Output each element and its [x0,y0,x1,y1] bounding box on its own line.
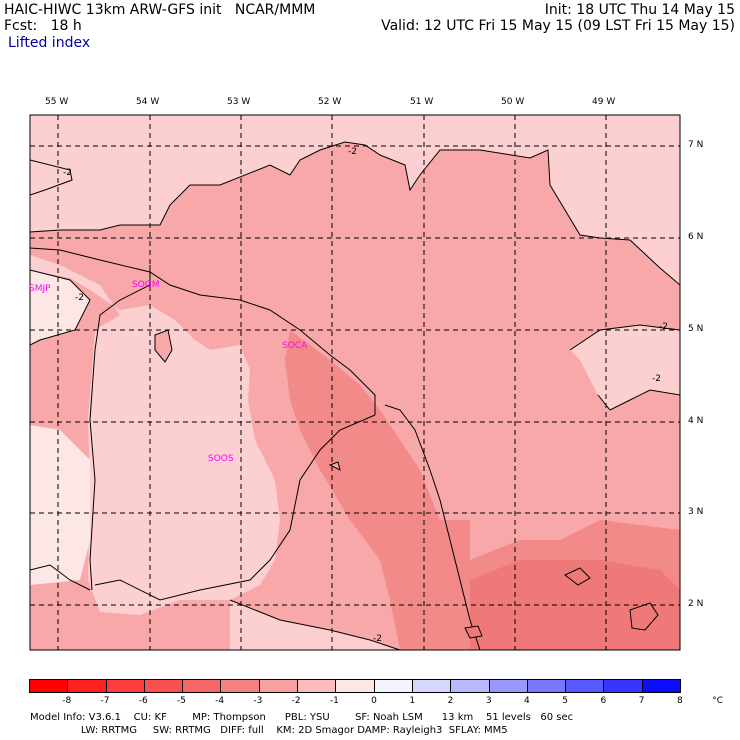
lon-label: 50 W [501,97,525,107]
colorbar-cell [566,680,605,692]
contour-line-north [30,141,680,286]
lat-label: 6 N [688,232,704,242]
colorbar-cell [30,680,69,692]
colorbar-tick-label: 0 [371,696,377,706]
field-light-south [230,600,400,650]
contour-line-east [569,324,680,351]
colorbar-cell [604,680,643,692]
lon-label: 55 W [45,97,69,107]
colorbar-cell [374,680,413,692]
contour-blob-5 [328,461,341,471]
field-name: Lifted index [8,35,91,51]
colorbar-tick-label: -2 [291,696,301,706]
lon-label: 53 W [227,97,251,107]
lat-label: 3 N [688,507,704,517]
lat-label: 4 N [688,416,704,426]
graticule [30,115,680,650]
contour-blob-2 [564,567,591,586]
colorbar-tick-label: -8 [62,696,72,706]
lon-label: 51 W [410,97,434,107]
field-near-zero-west [30,270,90,345]
contour-label: -2 [75,293,84,303]
contour-label: -2 [373,634,382,644]
model-info-line1: Model Info: V3.6.1 CU: KF MP: Thompson P… [30,712,574,723]
colorbar-cell [642,680,681,692]
field-near-zero-sw [30,425,90,585]
coastline-amapa [384,404,481,650]
colorbar-tick-label: °C [712,696,724,706]
contour-label: -2 [659,322,668,332]
contour-line-south [229,599,401,650]
colorbar-tick-label: 2 [447,696,454,706]
init-time: Init: 18 UTC Thu 14 May 15 [544,2,735,18]
colorbar [29,679,681,693]
colorbar-tick-label: 7 [638,696,645,706]
colorbar-cell [259,680,299,692]
field-light-nw [30,160,72,195]
contour-label: -2 [652,374,661,384]
colorbar-cell [527,680,567,692]
colorbar-cell [298,680,337,692]
colorbar-tick-label: -4 [215,696,225,706]
forecast-hour: Fcst: 18 h [4,18,82,34]
colorbar-tick-label: -1 [329,696,339,706]
colorbar-cell [336,680,375,692]
colorbar-tick-label: 3 [485,696,492,706]
colorbar-tick-label: -3 [253,696,263,706]
contour-blob-3 [629,602,659,631]
colorbar-tick-label: -6 [138,696,148,706]
lat-label: 7 N [688,140,704,150]
contour-blob-1 [154,329,173,363]
field-light-east [570,325,680,410]
colorbar-tick-label: -7 [100,696,110,706]
lon-label: 52 W [318,97,342,107]
colorbar-cell [144,680,184,692]
contour-line-west [30,269,91,346]
colorbar-cell [489,680,528,692]
contour-label: -2 [63,168,72,178]
contour-label: -2 [348,147,357,157]
station-label: SOGM [132,280,160,290]
lat-label: 5 N [688,324,704,334]
map-frame [29,114,681,651]
colorbar-cell [183,680,222,692]
valid-time: Valid: 12 UTC Fri 15 May 15 (09 LST Fri … [381,18,735,34]
border-sw [30,564,91,591]
contour-blob-4 [464,625,483,639]
colorbar-cell [412,680,452,692]
station-label: SOCA [282,341,308,351]
lon-label: 54 W [136,97,160,107]
colorbar-tick-label: -5 [176,696,186,706]
colorbar-tick-label: 5 [562,696,569,706]
colorbar-cell [68,680,107,692]
model-info-line2: LW: RRTMG SW: RRTMG DIFF: full KM: 2D Sm… [30,725,508,736]
colorbar-cell [451,680,490,692]
lon-label: 49 W [592,97,616,107]
lat-label: 2 N [688,599,704,609]
border-suriname-guyane [89,265,151,591]
field-light-north [30,115,680,285]
colorbar-cell [221,680,260,692]
colorbar-tick-label: 1 [409,696,416,706]
contour-line-nw [30,159,73,196]
border-guyane-brazil [94,414,376,601]
header-title: HAIC-HIWC 13km ARW-GFS init NCAR/MMM [4,2,316,18]
colorbar-cell [106,680,145,692]
colorbar-tick-label: 4 [524,696,530,706]
colorbar-tick-label: 6 [600,696,607,706]
station-label: SMJP [29,284,51,294]
colorbar-tick-label: 8 [677,696,683,706]
station-label: SOOS [208,454,234,464]
coastline [30,247,376,415]
